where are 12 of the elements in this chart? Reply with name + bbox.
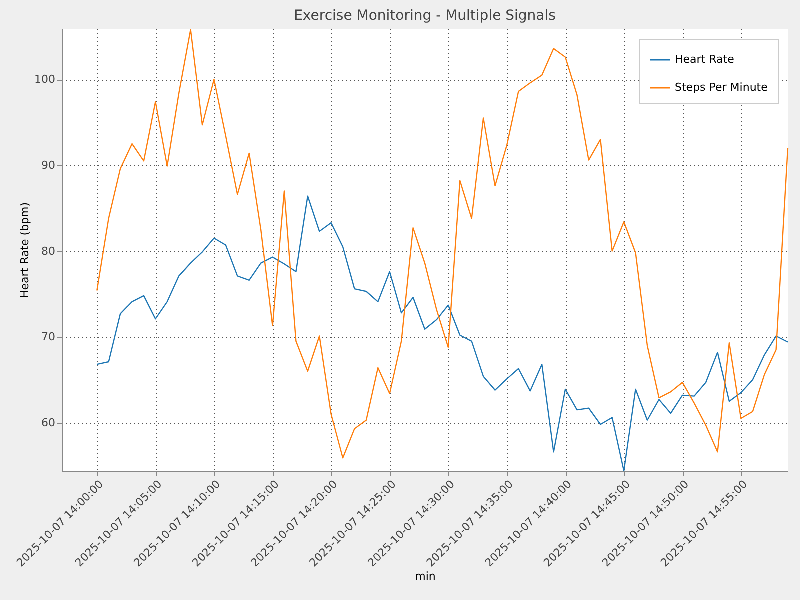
line-series (96, 29, 789, 459)
y-tick-label: 100 (34, 73, 56, 86)
y-tick-label: 60 (42, 416, 56, 430)
legend-label: Heart Rate (675, 53, 735, 66)
y-tick-label: 80 (42, 244, 56, 258)
legend-label: Steps Per Minute (675, 81, 768, 94)
chart-title: Exercise Monitoring - Multiple Signals (294, 8, 556, 24)
y-tick-label: 90 (42, 158, 56, 172)
x-axis-title: min (415, 570, 436, 583)
y-axis-title: Heart Rate (bpm) (18, 202, 32, 299)
line-series (96, 196, 789, 472)
y-tick-label: 70 (42, 330, 56, 344)
